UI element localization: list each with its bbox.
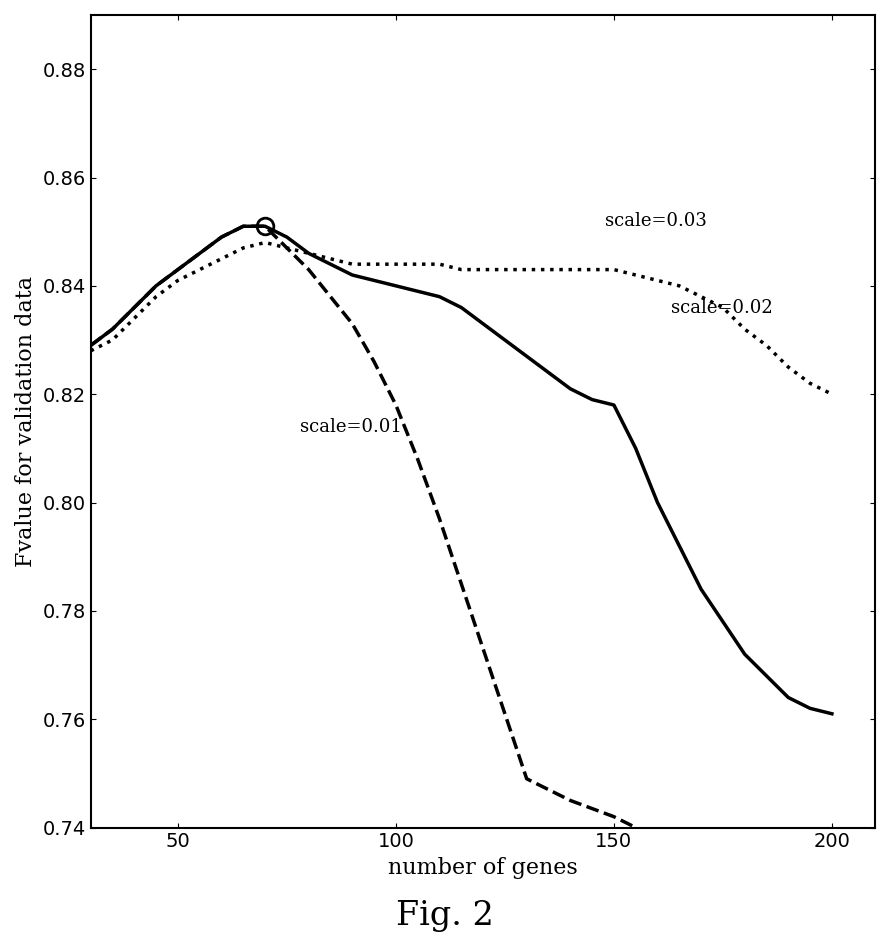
Text: scale=0.02: scale=0.02	[670, 299, 772, 317]
Y-axis label: Fvalue for validation data: Fvalue for validation data	[15, 276, 37, 567]
Text: scale=0.01: scale=0.01	[300, 418, 401, 437]
Text: Fig. 2: Fig. 2	[396, 900, 494, 932]
Text: scale=0.03: scale=0.03	[605, 212, 707, 230]
X-axis label: number of genes: number of genes	[388, 857, 578, 879]
